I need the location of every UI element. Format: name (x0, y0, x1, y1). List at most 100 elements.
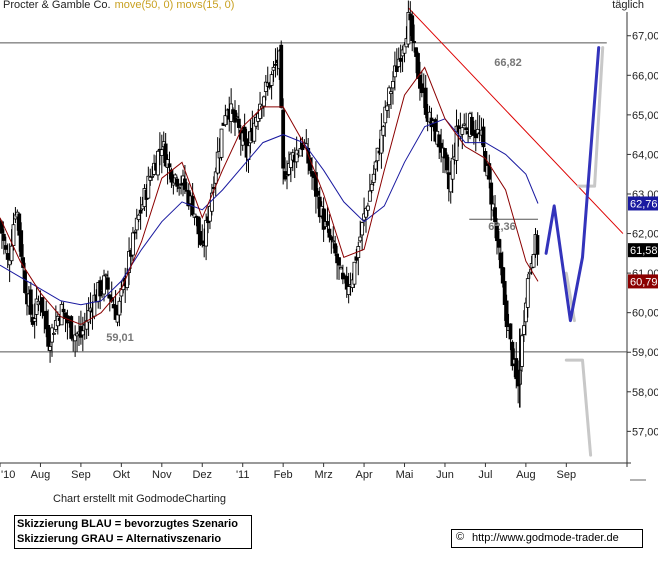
x-tick-label: Jul (478, 469, 492, 481)
interval-label[interactable]: täglich (612, 0, 644, 11)
candle-body (531, 254, 536, 268)
candle-body (279, 44, 284, 108)
candle-body (32, 318, 37, 322)
price-badge (628, 196, 658, 211)
candle-body (48, 346, 52, 351)
candle-body (235, 116, 239, 119)
candle-body (138, 209, 143, 214)
x-tick-label: Mai (396, 469, 414, 481)
candle-body (171, 182, 176, 186)
chart-credit: Chart erstellt mit GodmodeCharting (53, 493, 227, 505)
candle-body (500, 267, 505, 284)
candle-body (19, 230, 24, 257)
candle-body (134, 217, 139, 231)
candle-body (136, 214, 141, 220)
candle-body (117, 300, 122, 316)
candle-body (69, 316, 74, 339)
x-tick-label: Dez (192, 469, 212, 481)
x-tick-label: Okt (113, 469, 130, 481)
candle-body (387, 87, 392, 106)
candle-body (331, 240, 336, 243)
y-tick-label: 62,00 (632, 229, 658, 241)
y-tick-label: 64,00 (632, 149, 658, 161)
price-badge-label: 60,79 (630, 276, 658, 288)
candle-body (333, 243, 338, 254)
candle-body (314, 172, 318, 197)
legend-blue-text: Skizzierung BLAU = bevorzugtes Szenario (17, 518, 238, 530)
candle-body (219, 128, 224, 158)
candle-body (104, 274, 108, 277)
candle-body (183, 178, 187, 190)
price-badge-label: 61,58 (630, 245, 658, 257)
y-tick-label: 65,00 (632, 110, 658, 122)
candle-body (481, 126, 486, 148)
candle-body (5, 253, 10, 260)
x-tick-label: '10 (1, 469, 15, 481)
level-label: 62,36 (488, 221, 516, 233)
candle-body (398, 57, 403, 62)
candle-body (527, 271, 532, 275)
candle-body (315, 190, 320, 196)
candle-body (373, 161, 378, 170)
copyright-icon: © (456, 531, 465, 543)
y-tick-label: 59,00 (632, 347, 658, 359)
candle-body (59, 303, 64, 326)
candle-body (11, 224, 16, 246)
candle-body (223, 115, 228, 126)
scenario-blue-path (544, 46, 601, 323)
candle-body (252, 122, 257, 142)
candle-body (535, 235, 540, 255)
candle-body (366, 205, 370, 211)
candle-body (391, 81, 395, 89)
candle-body (146, 175, 151, 199)
candle-body (105, 277, 110, 290)
candle-body (375, 147, 380, 162)
candle-body (460, 127, 465, 135)
candle-body (497, 238, 501, 248)
candle-body (394, 65, 399, 73)
candle-body (150, 175, 155, 178)
candle-body (358, 236, 363, 242)
candle-body (337, 257, 341, 266)
x-tick-label: Sep (557, 469, 577, 481)
candle-body (175, 178, 180, 187)
moving-average-short (0, 66, 539, 326)
level-label: 59,01 (106, 332, 134, 344)
candle-body (23, 270, 27, 293)
candle-body (522, 325, 526, 335)
y-tick-label: 66,00 (632, 70, 658, 82)
candle-body (381, 126, 386, 136)
candle-body (410, 15, 415, 42)
candle-body (352, 261, 357, 285)
price-badge (628, 274, 658, 289)
candle-body (423, 87, 428, 115)
candle-body (269, 74, 274, 86)
candle-body (28, 289, 33, 315)
candle-body (325, 221, 330, 226)
candle-body (273, 63, 278, 66)
candle-body (200, 240, 205, 244)
candle-body (502, 281, 507, 305)
y-tick-label: 67,00 (632, 31, 658, 43)
candle-body (61, 308, 66, 313)
candle-body (98, 280, 103, 297)
instrument-name: Procter & Gamble Co. (3, 0, 111, 11)
candle-body (159, 149, 164, 156)
candle-body (294, 149, 299, 163)
candle-body (525, 278, 530, 308)
candle-body (271, 66, 276, 71)
source-url[interactable]: http://www.godmode-trader.de (472, 532, 619, 544)
candle-body (489, 182, 494, 205)
x-tick-label: Aug (516, 469, 536, 481)
candle-body (131, 232, 135, 256)
x-tick-label: Aug (31, 469, 51, 481)
candle-body (261, 96, 266, 107)
candle-body (329, 236, 334, 241)
candle-body (498, 252, 503, 269)
candle-body (402, 44, 407, 54)
source-url-box[interactable]: © http://www.godmode-trader.de (451, 529, 643, 548)
candle-body (115, 314, 120, 323)
candle-body (173, 174, 178, 179)
level-label: 66,82 (494, 57, 522, 69)
